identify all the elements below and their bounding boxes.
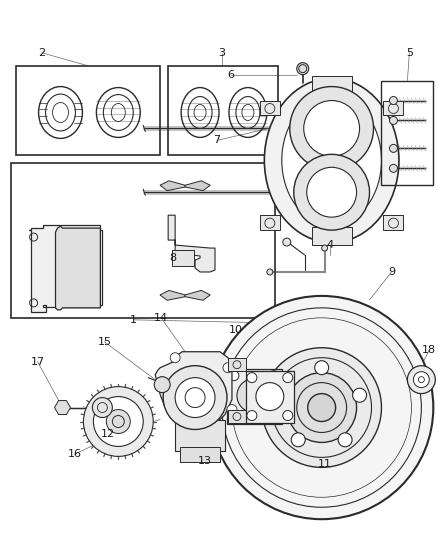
Circle shape [413,372,429,387]
Circle shape [229,370,239,381]
Circle shape [277,388,291,402]
Text: 13: 13 [198,456,212,466]
Bar [384,215,403,230]
Circle shape [353,388,367,402]
Text: 8: 8 [170,253,177,263]
Circle shape [307,167,357,217]
Text: 9: 9 [388,267,395,277]
Bar [175,419,225,451]
Text: 4: 4 [326,240,333,250]
Circle shape [175,378,215,417]
Circle shape [283,410,293,421]
Text: 5: 5 [406,47,413,58]
Text: 17: 17 [31,357,45,367]
Bar [227,369,282,424]
Text: 16: 16 [67,449,81,459]
Circle shape [321,245,328,251]
Circle shape [304,101,360,156]
Circle shape [106,409,130,433]
Bar [384,101,403,116]
Circle shape [262,348,381,467]
Bar [180,447,220,462]
Polygon shape [160,290,185,300]
Ellipse shape [265,78,399,243]
Text: 6: 6 [227,70,234,79]
Circle shape [227,405,237,415]
Circle shape [287,373,357,442]
Circle shape [283,373,293,383]
Polygon shape [160,181,185,191]
Circle shape [294,155,370,230]
Circle shape [247,410,257,421]
Text: 1: 1 [130,315,137,325]
Bar [11,163,275,318]
Circle shape [210,296,433,519]
Polygon shape [185,181,210,191]
Circle shape [267,269,273,275]
Polygon shape [185,290,210,300]
Circle shape [407,366,435,393]
Circle shape [93,397,143,447]
Circle shape [163,366,227,430]
Ellipse shape [282,95,381,225]
Ellipse shape [389,117,397,124]
Bar [228,409,246,423]
Bar [168,66,278,155]
Circle shape [229,410,239,421]
Bar [16,66,160,155]
Text: 14: 14 [154,313,168,323]
Polygon shape [168,215,215,272]
Text: 3: 3 [219,47,226,58]
Circle shape [269,370,279,381]
Circle shape [256,383,284,410]
Ellipse shape [389,96,397,104]
Circle shape [154,377,170,393]
Bar [172,250,194,266]
Text: 10: 10 [229,325,243,335]
Circle shape [269,410,279,421]
Bar [381,80,433,185]
Bar [260,215,280,230]
Text: 11: 11 [318,459,332,470]
Polygon shape [155,352,232,427]
Text: 12: 12 [101,430,116,440]
Circle shape [308,393,336,422]
Circle shape [290,86,374,171]
Circle shape [237,378,271,413]
Bar [260,101,280,116]
Polygon shape [28,225,102,312]
Polygon shape [54,401,71,415]
Bar [312,76,352,94]
Text: 18: 18 [422,345,436,355]
Bar [228,358,246,370]
Bar [246,370,294,423]
Circle shape [297,63,309,75]
Bar [312,227,352,245]
Text: 2: 2 [38,47,45,58]
Text: 7: 7 [213,135,221,146]
Circle shape [223,362,233,373]
Ellipse shape [389,164,397,172]
Ellipse shape [389,144,397,152]
Circle shape [170,353,180,362]
Circle shape [338,433,352,447]
Circle shape [83,386,153,456]
Text: 15: 15 [97,337,111,347]
Circle shape [291,433,305,447]
Circle shape [247,373,257,383]
Circle shape [314,361,328,375]
Circle shape [92,398,112,417]
Polygon shape [56,226,100,310]
Circle shape [283,238,291,246]
